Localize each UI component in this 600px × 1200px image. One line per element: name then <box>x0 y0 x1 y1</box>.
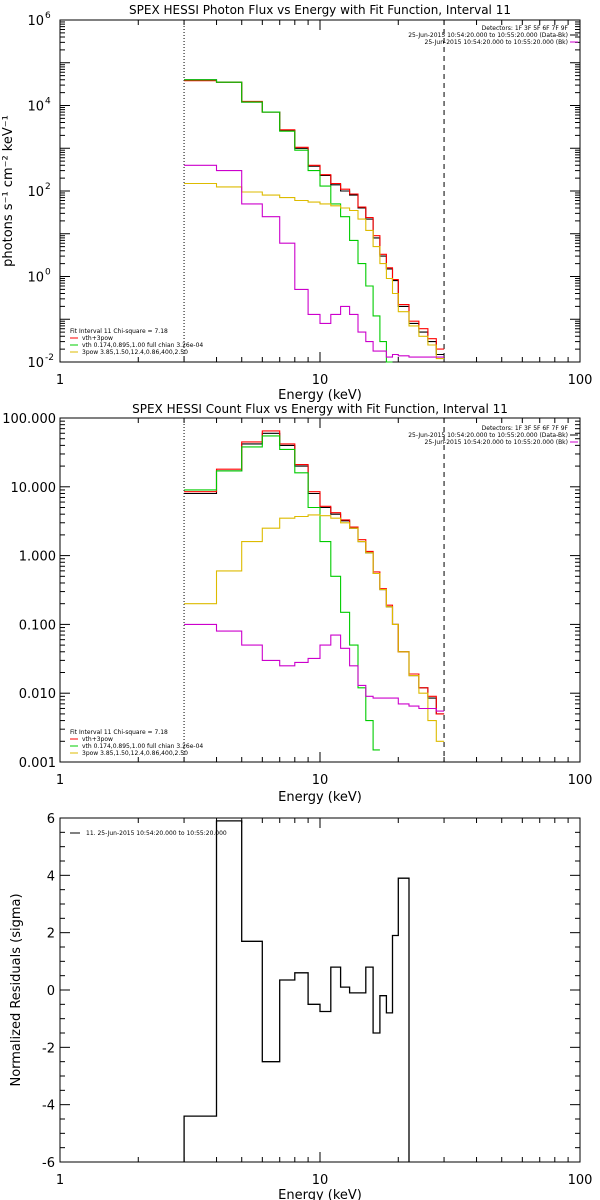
panel2-xtick-1: 1 <box>56 773 64 788</box>
panel3-xtick-10: 10 <box>312 1173 329 1188</box>
panel1-fit-line-0: Fit Interval 11 Chi-square = 7.18 <box>70 328 168 335</box>
panel1-ytick-exponent: -2 <box>45 353 54 363</box>
panel2-xtick-10: 10 <box>312 773 329 788</box>
photon-flux-panel: SPEX HESSI Photon Flux vs Energy with Fi… <box>1 3 592 403</box>
panel1-xtick-10: 10 <box>312 373 329 388</box>
panel1-fit-line-2: vth 0.174,0.895,1.00 full chian 3.26e-04 <box>82 342 203 349</box>
panel1-info-line-0: Detectors: 1F 3F 5F 6F 7F 9F <box>482 25 569 32</box>
panel2-fit-line-2: vth 0.174,0.895,1.00 full chian 3.26e-04 <box>82 743 203 750</box>
panel1-xtick-1: 1 <box>56 373 64 388</box>
panel3-residual-line <box>183 820 410 1162</box>
panel3-xtick-1: 1 <box>56 1173 64 1188</box>
panel2-ytick-label: 10.000 <box>11 481 57 496</box>
panel2-info-line-1: 25-Jun-2015 10:54:20.000 to 10:55:20.000… <box>408 432 568 439</box>
panel1-series-4-line <box>184 164 445 358</box>
panel3-ytick-label: 0 <box>47 984 55 999</box>
panel2-series-2-line <box>184 435 380 751</box>
panel2-ytick-label: 100.000 <box>2 412 56 427</box>
panel1-ytick-label: 10 <box>27 356 44 371</box>
panel2-series-4-line <box>184 623 445 712</box>
panel3-ytick-label: -2 <box>42 1041 55 1056</box>
panel1-ytick-label: 10 <box>27 14 44 29</box>
panel1-xlabel: Energy (keV) <box>278 388 362 403</box>
panel3-xtick-100: 100 <box>568 1173 593 1188</box>
panel3-xlabel: Energy (keV) <box>278 1188 362 1200</box>
panel2-info-line-2: 25-Jun-2015 10:54:20.000 to 10:55:20.000… <box>425 439 568 446</box>
count-flux-panel: SPEX HESSI Count Flux vs Energy with Fit… <box>2 402 592 805</box>
panel1-ytick-exponent: 6 <box>45 11 51 21</box>
panel2-ytick-label: 0.001 <box>19 756 56 771</box>
panel1-ytick-exponent: 0 <box>45 268 51 278</box>
panel1-series-3-line <box>184 182 445 360</box>
panel1-ytick-exponent: 4 <box>45 97 51 107</box>
panel1-fit-line-3: 3pow 3.85,1.50,12.4,0.86,400,2.50 <box>82 349 188 356</box>
panel3-ytick-label: -6 <box>42 1156 55 1171</box>
panel1-ytick-exponent: 2 <box>45 182 51 192</box>
panel2-title: SPEX HESSI Count Flux vs Energy with Fit… <box>132 402 508 416</box>
panel2-fit-line-0: Fit Interval 11 Chi-square = 7.18 <box>70 729 168 736</box>
panel1-series-2-line <box>184 79 393 363</box>
panel2-xtick-100: 100 <box>568 773 593 788</box>
panel2-fit-line-1: vth+3pow <box>82 736 113 743</box>
panel3-ytick-label: -4 <box>42 1099 55 1114</box>
panel3-ytick-label: 2 <box>47 927 55 942</box>
panel3-ytick-label: 6 <box>47 812 55 827</box>
panel1-ytick-label: 10 <box>27 271 44 286</box>
panel2-ytick-label: 0.010 <box>19 687 56 702</box>
panel1-title: SPEX HESSI Photon Flux vs Energy with Fi… <box>129 3 511 17</box>
residuals-panel: 1 10 100 Energy (keV) Normalized Residua… <box>9 812 592 1200</box>
panel2-ytick-label: 0.100 <box>19 618 56 633</box>
panel2-fit-line-3: 3pow 3.85,1.50,12.4,0.86,400,2.50 <box>82 750 188 757</box>
panel3-ylabel: Normalized Residuals (sigma) <box>9 893 24 1086</box>
panel1-info-line-2: 25-Jun-2015 10:54:20.000 to 10:55:20.000… <box>425 39 568 46</box>
panel1-ytick-label: 10 <box>27 185 44 200</box>
panel2-info-line-0: Detectors: 1F 3F 5F 6F 7F 9F <box>482 425 569 432</box>
panel1-fit-line-1: vth+3pow <box>82 335 113 342</box>
panel1-xtick-100: 100 <box>568 373 593 388</box>
panel3-legend-text: 11. 25-Jun-2015 10:54:20.000 to 10:55:20… <box>86 830 227 837</box>
panel2-ytick-label: 1.000 <box>19 550 56 565</box>
panel1-ytick-label: 10 <box>27 100 44 115</box>
panel3-ytick-label: 4 <box>47 869 55 884</box>
panel1-info-line-1: 25-Jun-2015 10:54:20.000 to 10:55:20.000… <box>408 32 568 39</box>
panel2-xlabel: Energy (keV) <box>278 790 362 805</box>
panel2-series-3-line <box>184 514 445 742</box>
panel1-ylabel: photons s⁻¹ cm⁻² keV⁻¹ <box>1 115 16 267</box>
